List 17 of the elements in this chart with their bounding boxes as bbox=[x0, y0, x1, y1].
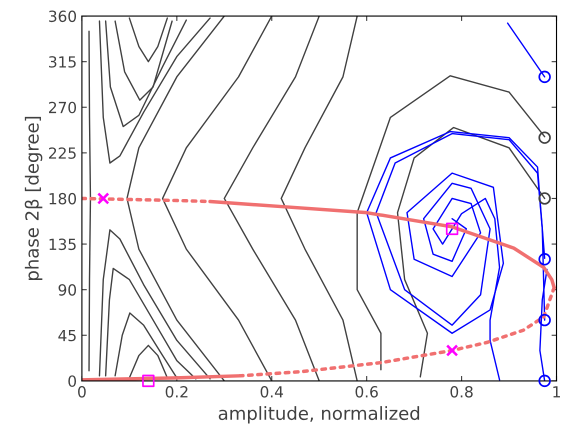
x-tick-label: 0 bbox=[78, 386, 86, 398]
x-tick-label: 0.2 bbox=[166, 386, 188, 398]
y-tick-label: 90 bbox=[58, 284, 76, 296]
y-tick-label: 225 bbox=[49, 147, 76, 159]
y-tick-label: 360 bbox=[49, 10, 76, 22]
y-tick-label: 0 bbox=[68, 375, 76, 387]
y-tick-label: 135 bbox=[50, 238, 76, 250]
x-tick-label: 0.4 bbox=[260, 386, 284, 398]
x-tick-label: 0.6 bbox=[356, 386, 378, 398]
y-tick-label: 315 bbox=[49, 56, 76, 68]
y-tick-label: 270 bbox=[49, 102, 76, 114]
x-axis-title: amplitude, normalized bbox=[218, 406, 420, 424]
x-tick-label: 0.8 bbox=[450, 386, 473, 398]
x-tick-label: 1 bbox=[553, 386, 560, 398]
y-tick-label: 45 bbox=[58, 330, 76, 342]
y-axis-title: phase 2β [degree] bbox=[24, 116, 42, 280]
y-tick-label: 180 bbox=[50, 192, 76, 204]
